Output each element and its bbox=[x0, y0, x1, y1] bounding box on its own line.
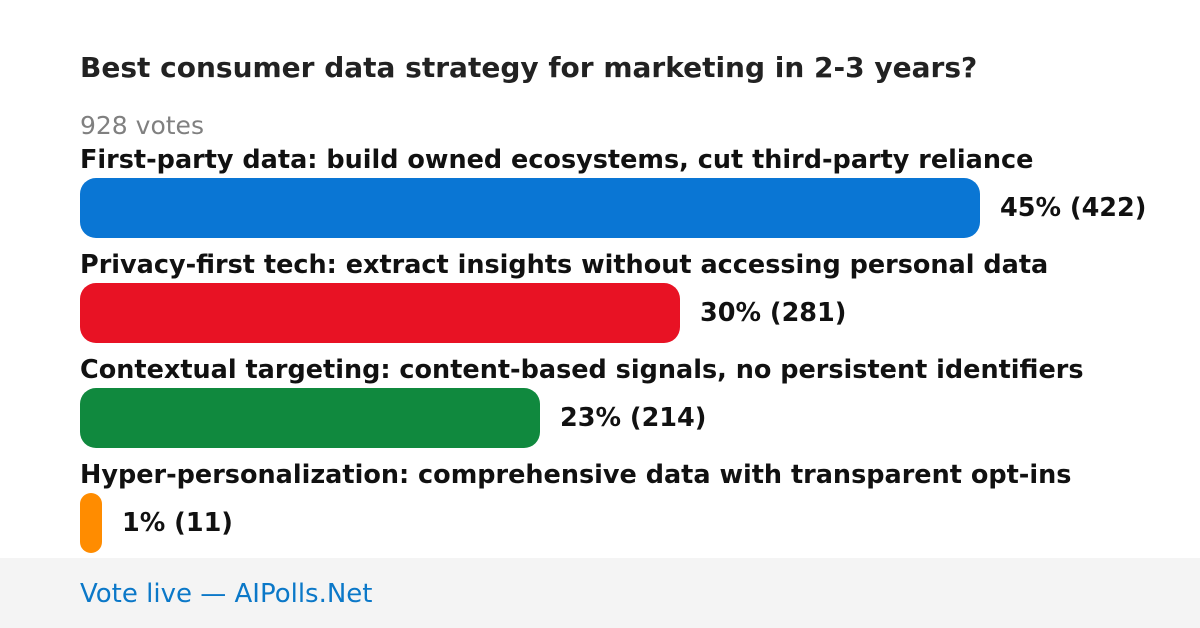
result-value-label: 30% (281) bbox=[700, 298, 847, 328]
poll-option[interactable]: Privacy-first tech: extract insights wit… bbox=[80, 248, 1190, 353]
vote-count: 928 votes bbox=[80, 111, 204, 140]
option-label: Hyper-personalization: comprehensive dat… bbox=[80, 460, 1072, 490]
option-label: Privacy-first tech: extract insights wit… bbox=[80, 250, 1049, 280]
vote-live-link[interactable]: Vote live — AIPolls.Net bbox=[80, 579, 373, 609]
poll-question: Best consumer data strategy for marketin… bbox=[80, 51, 978, 84]
result-bar bbox=[80, 283, 680, 343]
result-bar bbox=[80, 493, 102, 553]
result-bar bbox=[80, 178, 980, 238]
footer-bar: Vote live — AIPolls.Net bbox=[0, 558, 1200, 628]
result-value-label: 1% (11) bbox=[122, 508, 233, 538]
option-label: First-party data: build owned ecosystems… bbox=[80, 145, 1034, 175]
result-value-label: 23% (214) bbox=[560, 403, 707, 433]
result-bar bbox=[80, 388, 540, 448]
poll-option[interactable]: Hyper-personalization: comprehensive dat… bbox=[80, 458, 1190, 563]
option-label: Contextual targeting: content-based sign… bbox=[80, 355, 1084, 385]
poll-option[interactable]: Contextual targeting: content-based sign… bbox=[80, 353, 1190, 458]
poll-option[interactable]: First-party data: build owned ecosystems… bbox=[80, 143, 1190, 248]
result-value-label: 45% (422) bbox=[1000, 193, 1147, 223]
